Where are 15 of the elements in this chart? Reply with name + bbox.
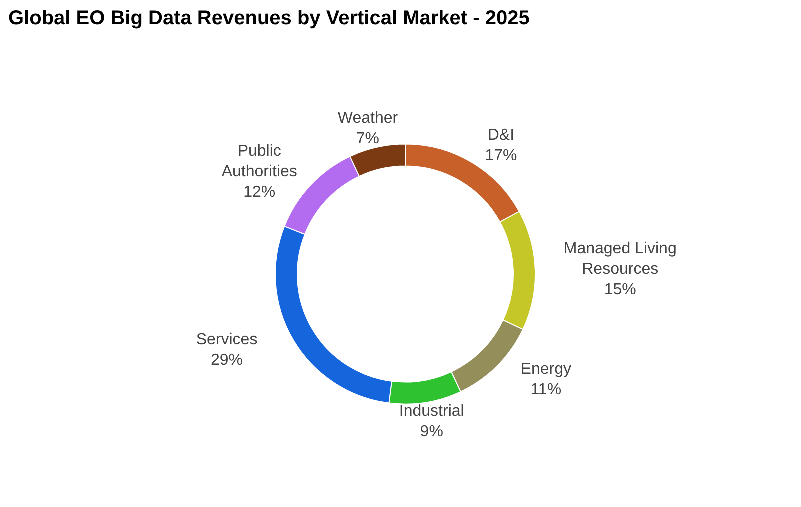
slice-label: Managed Living Resources <box>564 240 677 278</box>
data-label: 17% <box>485 147 518 164</box>
slice-label: Industrial <box>399 403 464 420</box>
slice-label: Weather <box>338 110 399 127</box>
slice-label: Services <box>196 332 258 349</box>
data-label: 12% <box>244 184 276 201</box>
chart-title: Global EO Big Data Revenues by Vertical Market - 2025 <box>8 8 530 30</box>
data-label: 7% <box>356 130 380 148</box>
data-label: 9% <box>420 423 444 440</box>
slice-label: Energy <box>520 361 572 378</box>
data-label: 15% <box>604 281 636 298</box>
slice-label: Public Authorities <box>222 143 298 181</box>
data-label: 11% <box>530 382 562 399</box>
slice-label: D&I <box>488 127 515 144</box>
data-label: 29% <box>211 352 244 369</box>
